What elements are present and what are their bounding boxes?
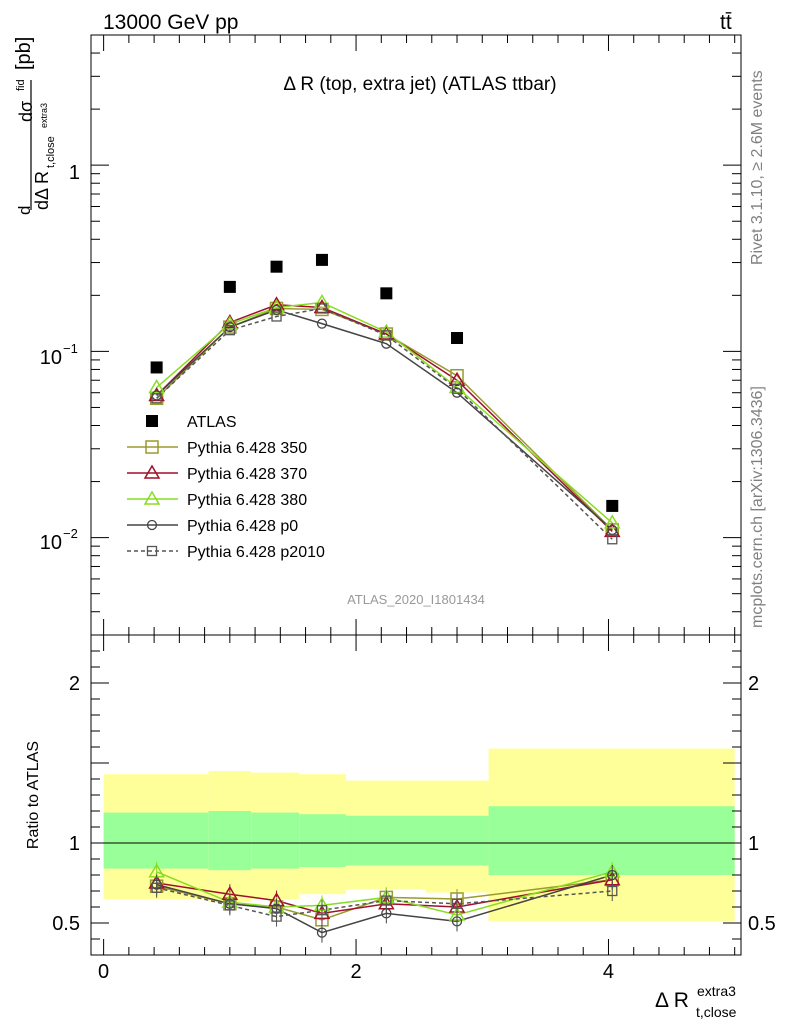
ratio-point-p2010-6 xyxy=(607,885,618,897)
ylabel-d-left: d xyxy=(15,206,34,215)
legend-marker-p2010 xyxy=(146,545,158,557)
legend-marker-p350 xyxy=(145,440,159,454)
main-point-p2010-3 xyxy=(316,303,328,314)
xtick-label-1: 2 xyxy=(350,961,361,983)
ratio-point-p0-3 xyxy=(316,927,328,938)
ratio-point-p2010-2 xyxy=(271,911,282,922)
main-point-atlas-5 xyxy=(451,332,464,345)
svg-text:dΔ R: dΔ R xyxy=(32,171,52,210)
main-point-p370-2 xyxy=(268,296,285,311)
legend-label-atlas: ATLAS xyxy=(187,414,237,431)
ratio-xlabel: Δ R t,close extra3 xyxy=(655,983,737,1020)
ytick-label-1: 1 xyxy=(69,162,80,184)
legend-marker-atlas xyxy=(146,415,158,427)
ratio-band-green-4 xyxy=(345,815,426,866)
ratio-ytick-label-left-1: 1 xyxy=(69,833,80,855)
legend-label-p350: Pythia 6.428 350 xyxy=(187,440,307,457)
main-point-p0-2 xyxy=(271,304,282,316)
main-point-atlas-2 xyxy=(270,260,283,273)
ratio-band-green-6 xyxy=(488,806,735,875)
main-point-p2010-1 xyxy=(224,325,235,336)
legend-label-p370: Pythia 6.428 370 xyxy=(187,466,307,483)
main-point-p370-6 xyxy=(603,522,621,538)
svg-text:Δ R: Δ R xyxy=(655,989,689,1012)
xtick-label-0: 0 xyxy=(98,961,109,983)
main-point-p380-0 xyxy=(148,379,165,394)
svg-text:−1: −1 xyxy=(63,341,78,356)
ratio-band-green-0 xyxy=(103,812,209,869)
main-point-atlas-3 xyxy=(315,253,328,266)
main-line-p380 xyxy=(156,301,613,524)
svg-text:dσ: dσ xyxy=(16,101,36,122)
svg-text:extra3: extra3 xyxy=(39,103,49,128)
main-point-p2010-0 xyxy=(151,393,162,404)
main-series-markers xyxy=(148,253,621,545)
ratio-band-green-1 xyxy=(208,811,252,871)
legend-marker-p370 xyxy=(143,464,161,479)
ytick-label-0.01: 10 −2 xyxy=(40,526,78,554)
ratio-ytick-label-right-1: 1 xyxy=(748,833,759,855)
main-point-p2010-5 xyxy=(451,383,463,394)
svg-text:fid: fid xyxy=(15,79,27,91)
ratio-ytick-label-left-2: 2 xyxy=(69,673,80,695)
ratio-band-green-3 xyxy=(299,814,346,867)
plot-title: Δ R (top, extra jet) (ATLAS ttbar) xyxy=(283,74,556,95)
xtick-label-2: 4 xyxy=(603,961,614,983)
legend-marker-p380 xyxy=(143,490,161,505)
main-point-p380-1 xyxy=(221,315,239,330)
ratio-tick-labels: 0.5 0.5 1 1 2 2 0 2 4 xyxy=(52,673,776,983)
ratio-panel-background xyxy=(91,748,741,922)
analysis-label: ATLAS_2020_I1801434 xyxy=(347,592,485,607)
main-point-atlas-6 xyxy=(606,499,619,512)
svg-text:extra3: extra3 xyxy=(697,983,736,999)
svg-text:10: 10 xyxy=(40,532,62,554)
main-point-atlas-4 xyxy=(380,287,393,300)
svg-text:−2: −2 xyxy=(63,526,78,541)
mcplots-label: mcplots.cern.ch [arXiv:1306.3436] xyxy=(749,386,766,628)
svg-text:[pb]: [pb] xyxy=(13,37,35,70)
header-process: tt̄ xyxy=(720,11,732,34)
legend-label-p0: Pythia 6.428 p0 xyxy=(187,518,298,535)
ratio-point-p2010-3 xyxy=(316,905,328,916)
svg-text:t,close: t,close xyxy=(45,136,57,168)
main-point-p380-5 xyxy=(448,379,466,394)
main-point-p0-3 xyxy=(316,318,328,329)
legend: ATLAS Pythia 6.428 350 Pythia 6.428 370 Pyt… xyxy=(127,414,325,561)
main-point-p380-6 xyxy=(603,514,621,529)
ratio-axis-ticks xyxy=(91,634,741,956)
main-point-p2010-6 xyxy=(607,534,618,545)
main-point-p370-5 xyxy=(448,371,466,386)
svg-text:10: 10 xyxy=(40,347,62,369)
ratio-point-p0-5 xyxy=(451,916,463,927)
main-point-p2010-4 xyxy=(381,330,392,341)
ratio-point-p2010-5 xyxy=(451,898,463,909)
ytick-label-0.1: 10 −1 xyxy=(40,341,78,369)
ratio-ylabel: Ratio to ATLAS xyxy=(25,741,42,849)
main-point-p370-1 xyxy=(221,313,239,329)
main-ylabel: d dσ fid dΔ R t,close extra3 [pb] xyxy=(13,37,57,215)
ratio-ytick-label-right-2: 2 xyxy=(748,673,759,695)
ratio-band-green-2 xyxy=(251,812,300,869)
ratio-point-p0-6 xyxy=(607,869,618,881)
header-energy: 13000 GeV pp xyxy=(103,11,238,34)
main-point-p380-3 xyxy=(313,294,331,309)
ratio-point-p2010-4 xyxy=(381,895,392,906)
rivet-label: Rivet 3.1.10, ≥ 2.6M events xyxy=(749,70,766,265)
legend-marker-p0 xyxy=(146,519,158,531)
legend-label-p380: Pythia 6.428 380 xyxy=(187,492,307,509)
main-axis-ticks xyxy=(91,34,741,636)
ratio-series-markers xyxy=(148,861,621,943)
ratio-band-green-5 xyxy=(425,815,489,866)
main-point-atlas-1 xyxy=(223,280,236,293)
ratio-ytick-label-right-0: 0.5 xyxy=(748,913,776,935)
main-point-atlas-0 xyxy=(150,361,163,374)
main-point-p2010-2 xyxy=(271,311,282,322)
ratio-point-p2010-1 xyxy=(224,900,235,911)
ratio-ytick-label-left-0: 0.5 xyxy=(52,913,80,935)
legend-label-p2010: Pythia 6.428 p2010 xyxy=(187,544,325,561)
svg-text:t,close: t,close xyxy=(696,1004,737,1020)
ratio-point-p2010-0 xyxy=(151,882,162,893)
